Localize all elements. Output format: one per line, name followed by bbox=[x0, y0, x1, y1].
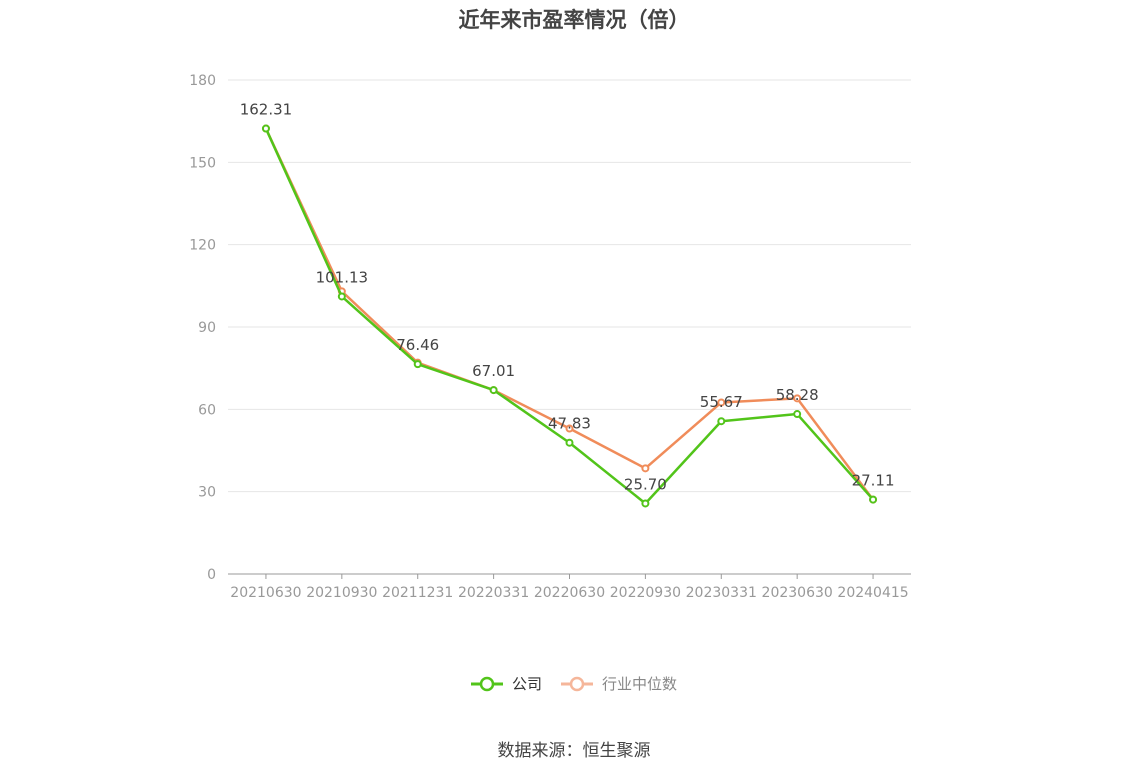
x-tick-label: 20211231 bbox=[382, 585, 453, 601]
data-label-layer: 162.31 101.13 76.46 67.01 47.83 25.70 55.67 58.… bbox=[240, 101, 895, 494]
legend: 公司 行业中位数 bbox=[470, 673, 677, 694]
x-tick-label: 20220630 bbox=[534, 585, 605, 601]
company-point bbox=[413, 360, 422, 369]
industry-point bbox=[717, 398, 726, 407]
y-tick-label: 30 bbox=[198, 485, 216, 501]
data-label: 25.70 bbox=[624, 475, 667, 493]
x-tick-label: 20240415 bbox=[837, 585, 908, 601]
axis-layer: 0 30 60 90 120 150 180 20210630 20210930 20211231… bbox=[189, 73, 911, 601]
data-label: 47.83 bbox=[548, 415, 591, 433]
legend-company-label: 公司 bbox=[512, 675, 543, 693]
industry-point bbox=[641, 464, 650, 473]
x-tick-label: 20210930 bbox=[306, 585, 377, 601]
line-chart: 0 30 60 90 120 150 180 20210630 20210930 20211231… bbox=[189, 73, 911, 601]
series-layer bbox=[261, 124, 878, 508]
industry-point bbox=[565, 424, 574, 433]
y-tick-label: 0 bbox=[207, 567, 216, 583]
legend-industry-label: 行业中位数 bbox=[602, 675, 678, 693]
data-label: 55.67 bbox=[700, 393, 743, 411]
y-tick-label: 150 bbox=[189, 155, 216, 171]
company-point bbox=[261, 124, 270, 133]
x-tick-label: 20220331 bbox=[458, 585, 529, 601]
legend-item-company[interactable]: 公司 bbox=[470, 673, 542, 694]
y-tick-label: 180 bbox=[189, 73, 216, 89]
x-tick-label: 20230331 bbox=[686, 585, 757, 601]
company-series-line bbox=[264, 128, 874, 505]
y-tick-label: 60 bbox=[198, 402, 216, 418]
company-point bbox=[641, 499, 650, 508]
industry-point bbox=[793, 394, 802, 403]
data-source-note: 数据来源：恒生聚源 bbox=[497, 741, 651, 761]
y-tick-label: 120 bbox=[189, 238, 216, 254]
company-point bbox=[565, 438, 574, 447]
x-tick-label: 20230630 bbox=[762, 585, 833, 601]
data-label: 58.28 bbox=[776, 386, 819, 404]
data-label: 67.01 bbox=[472, 362, 515, 380]
company-point bbox=[717, 417, 726, 426]
company-point bbox=[793, 410, 802, 419]
company-point bbox=[869, 495, 878, 504]
legend-item-industry[interactable]: 行业中位数 bbox=[560, 673, 677, 694]
y-tick-label: 90 bbox=[198, 320, 216, 336]
x-tick-label: 20210630 bbox=[230, 585, 301, 601]
data-label: 101.13 bbox=[316, 268, 369, 286]
data-label: 162.31 bbox=[240, 101, 293, 119]
chart-title: 近年来市盈率情况（倍） bbox=[458, 8, 690, 32]
grid-layer bbox=[228, 79, 911, 493]
company-point bbox=[337, 292, 346, 301]
legend-company-marker-icon bbox=[471, 676, 503, 691]
x-tick-label: 20220930 bbox=[610, 585, 681, 601]
data-label: 76.46 bbox=[396, 336, 439, 354]
company-point bbox=[489, 386, 498, 395]
legend-industry-marker-icon bbox=[561, 676, 594, 691]
data-label: 27.11 bbox=[852, 472, 895, 490]
